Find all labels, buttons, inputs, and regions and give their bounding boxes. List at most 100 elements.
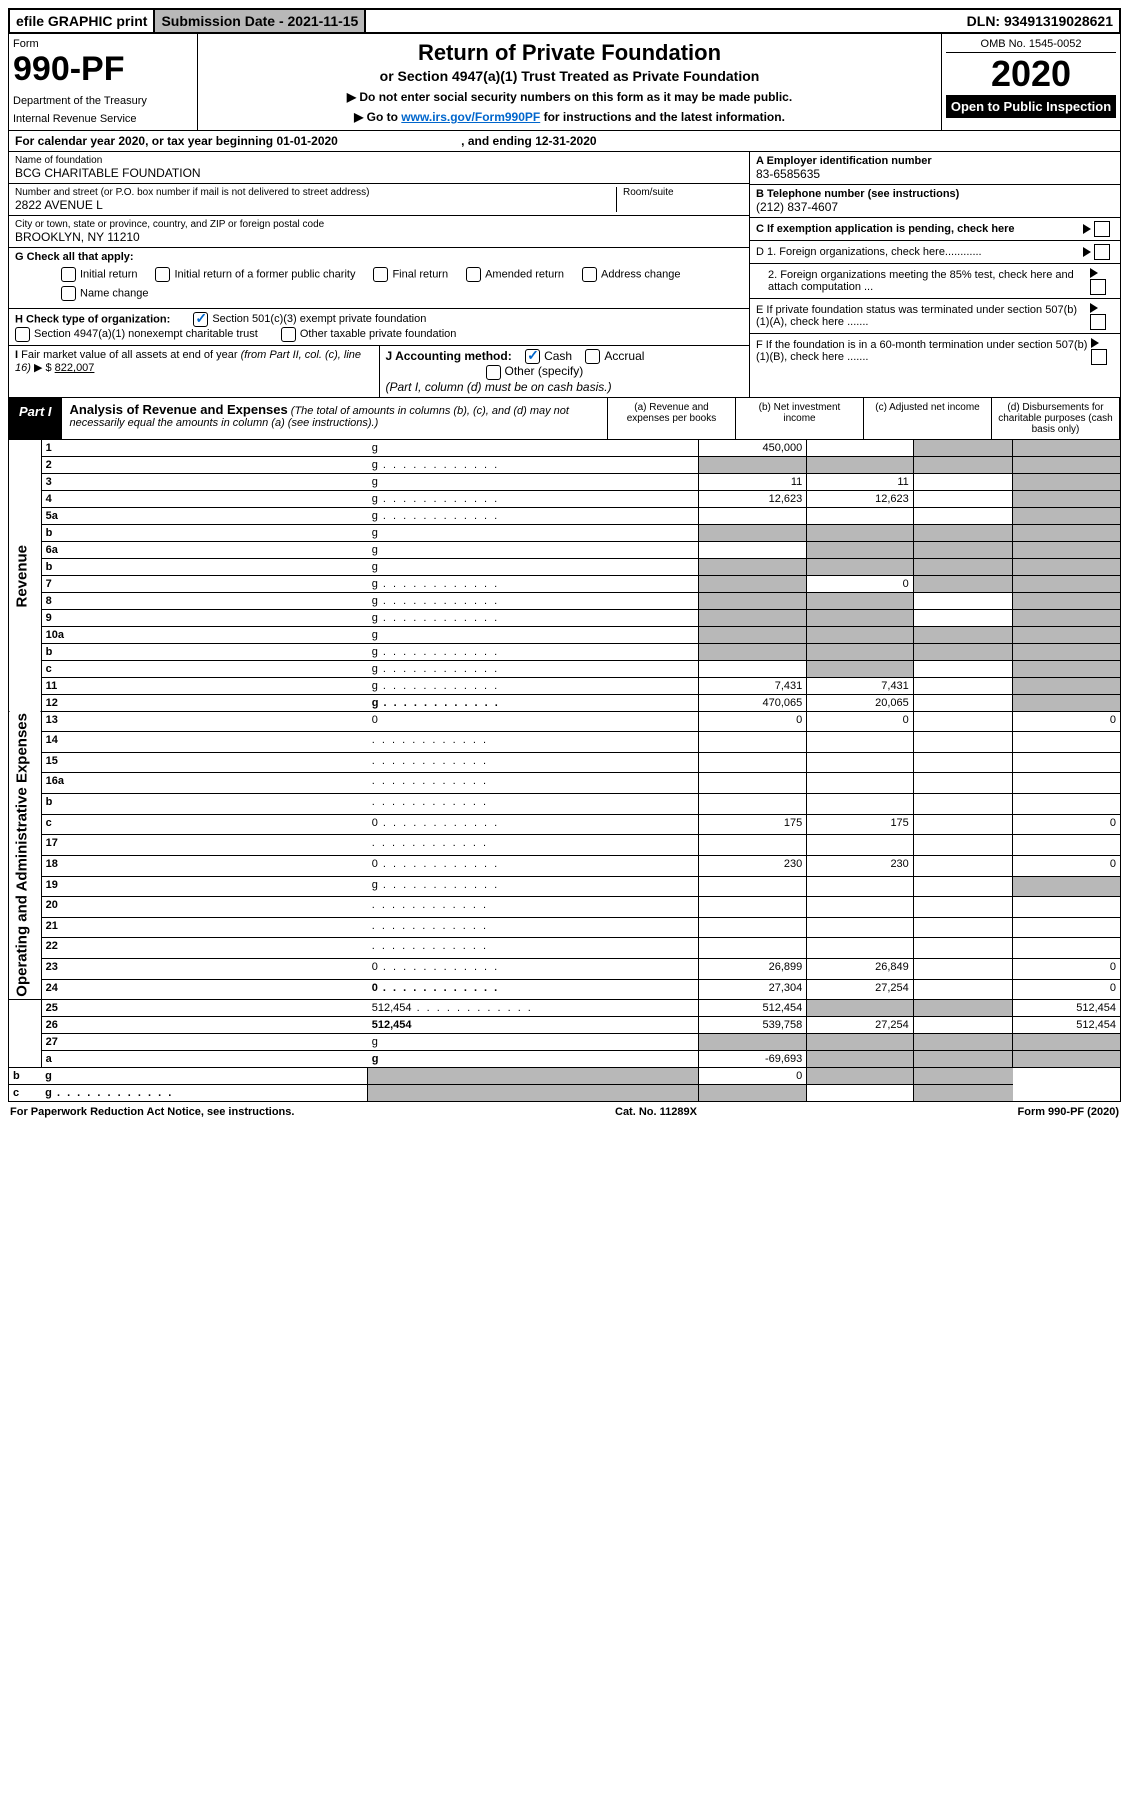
table-row: 27g	[9, 1034, 1121, 1051]
cell-d: 0	[1013, 855, 1121, 876]
dln: DLN: 93491319028621	[961, 10, 1119, 32]
table-row: 6ag	[9, 541, 1121, 558]
row-number: 16a	[41, 773, 368, 794]
table-row: 24027,30427,2540	[9, 979, 1121, 1000]
cell-c	[913, 660, 1012, 677]
row-description: g	[368, 876, 699, 897]
row-number: 21	[41, 917, 368, 938]
d1-check[interactable]	[1094, 244, 1110, 260]
j-accrual[interactable]: Accrual	[585, 349, 644, 363]
dept-treasury: Department of the Treasury	[13, 95, 193, 107]
h-501c3[interactable]: Section 501(c)(3) exempt private foundat…	[193, 313, 426, 325]
cell-c	[913, 876, 1012, 897]
table-row: 9g	[9, 609, 1121, 626]
calendar-year-row: For calendar year 2020, or tax year begi…	[8, 131, 1121, 152]
table-row: b	[9, 794, 1121, 815]
row-description	[368, 752, 699, 773]
cell-c	[913, 1034, 1012, 1051]
form-number: 990-PF	[13, 50, 193, 89]
g-address[interactable]: Address change	[582, 267, 681, 282]
table-row: 26512,454539,75827,254512,454	[9, 1017, 1121, 1034]
footer-left: For Paperwork Reduction Act Notice, see …	[10, 1106, 294, 1118]
cell-c	[913, 626, 1012, 643]
cell-d	[1013, 609, 1121, 626]
cell-d	[1013, 752, 1121, 773]
row-number: 8	[41, 592, 368, 609]
cell-a	[699, 732, 807, 753]
table-row: 22	[9, 938, 1121, 959]
cell-b	[807, 609, 914, 626]
cell-c	[913, 541, 1012, 558]
h-4947[interactable]: Section 4947(a)(1) nonexempt charitable …	[15, 328, 258, 340]
cell-a	[699, 660, 807, 677]
efile-label[interactable]: efile GRAPHIC print	[10, 10, 155, 32]
j-cash[interactable]: Cash	[525, 349, 572, 363]
phone-label: B Telephone number (see instructions)	[756, 188, 1114, 200]
cell-d: 512,454	[1013, 1000, 1121, 1017]
g-name[interactable]: Name change	[61, 286, 149, 301]
g-amended[interactable]: Amended return	[466, 267, 564, 282]
cell-c	[913, 917, 1012, 938]
g-final[interactable]: Final return	[373, 267, 448, 282]
g-initial-former[interactable]: Initial return of a former public charit…	[155, 267, 355, 282]
e-label: E If private foundation status was termi…	[756, 304, 1090, 328]
cell-a: 0	[699, 711, 807, 732]
cell-b: 27,254	[807, 979, 914, 1000]
table-row: 19g	[9, 876, 1121, 897]
cell-a	[368, 1068, 699, 1085]
row-description: 0	[368, 711, 699, 732]
row-description: g	[368, 541, 699, 558]
cell-d	[1013, 677, 1121, 694]
cell-c	[913, 643, 1012, 660]
table-row: 16a	[9, 773, 1121, 794]
j-other[interactable]: Other (specify)	[486, 364, 584, 378]
cell-c	[913, 773, 1012, 794]
cell-d	[1013, 1034, 1121, 1051]
table-row: 15	[9, 752, 1121, 773]
cell-d	[1013, 592, 1121, 609]
row-number: a	[41, 1051, 368, 1068]
cell-a: -69,693	[699, 1051, 807, 1068]
cell-b: 175	[807, 814, 914, 835]
form-header: Form 990-PF Department of the Treasury I…	[8, 34, 1121, 131]
h-other[interactable]: Other taxable private foundation	[281, 328, 457, 340]
row-description: g	[368, 677, 699, 694]
cell-a: 539,758	[699, 1017, 807, 1034]
cell-b: 27,254	[807, 1017, 914, 1034]
cell-d	[1013, 897, 1121, 918]
cell-c	[913, 592, 1012, 609]
part1-table: Revenue1g450,0002g3g11114g12,62312,6235a…	[8, 440, 1121, 1103]
c-check[interactable]	[1094, 221, 1110, 237]
part1-title: Analysis of Revenue and Expenses	[70, 402, 288, 417]
cell-d	[1013, 490, 1121, 507]
row-number: 20	[41, 897, 368, 918]
irs-link[interactable]: www.irs.gov/Form990PF	[401, 110, 540, 124]
row-description: g	[368, 575, 699, 592]
city-label: City or town, state or province, country…	[15, 219, 743, 230]
col-c-header: (c) Adjusted net income	[863, 398, 991, 439]
f-check[interactable]	[1091, 349, 1107, 365]
table-row: 20	[9, 897, 1121, 918]
cell-b	[807, 897, 914, 918]
d2-check[interactable]	[1090, 279, 1106, 295]
row-number: 6a	[41, 541, 368, 558]
table-row: 7g0	[9, 575, 1121, 592]
cell-d	[1013, 524, 1121, 541]
row-description	[368, 773, 699, 794]
cell-d	[1013, 558, 1121, 575]
ssn-note: ▶ Do not enter social security numbers o…	[208, 90, 931, 104]
e-check[interactable]	[1090, 314, 1106, 330]
cell-d	[1013, 694, 1121, 711]
g-initial[interactable]: Initial return	[61, 267, 137, 282]
row-number: 14	[41, 732, 368, 753]
footer-mid: Cat. No. 11289X	[615, 1106, 697, 1118]
cell-b	[807, 1034, 914, 1051]
cell-b	[807, 541, 914, 558]
cell-c	[913, 835, 1012, 856]
row-description: g	[368, 456, 699, 473]
cell-a	[699, 938, 807, 959]
table-row: 5ag	[9, 507, 1121, 524]
table-row: ag-69,693	[9, 1051, 1121, 1068]
row-description	[368, 732, 699, 753]
cell-a	[699, 609, 807, 626]
